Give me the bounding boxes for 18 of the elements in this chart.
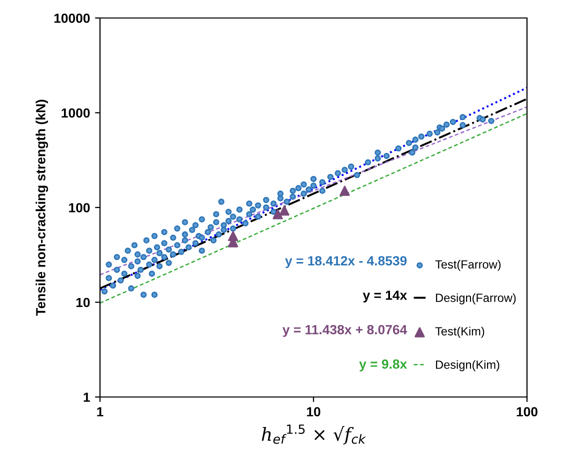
y-tick-label: 10000 — [54, 14, 90, 23]
legend-label: Design(Kim) — [436, 360, 500, 372]
annotation: y = 18.412x - 4.8539 — [285, 256, 407, 268]
x-tick-label: 10 — [306, 407, 320, 416]
y-tick-label: 1000 — [62, 108, 90, 118]
annotation: y = 11.438x + 8.0764 — [282, 324, 408, 337]
legend-label: Test(Kim) — [435, 326, 484, 338]
x-tick-label: 100 — [516, 407, 538, 416]
annotation: y = 14x — [362, 290, 408, 303]
annotation: y = 9.8x — [359, 359, 408, 372]
y-axis-title: Tensile non-cracking strength (kN) — [36, 100, 48, 316]
y-tick-label: 10 — [76, 298, 90, 308]
y-tick-label: 100 — [69, 203, 90, 212]
legend-label: Test(Farrow) — [435, 260, 501, 271]
y-tick-label: 1 — [84, 392, 90, 402]
x-tick-label: 1 — [97, 407, 104, 416]
legend-label: Design(Farrow) — [436, 293, 516, 304]
x-axis-title: h$_{ef}$$^{1.5}$ × √f$_{ck}$ — [262, 424, 366, 444]
